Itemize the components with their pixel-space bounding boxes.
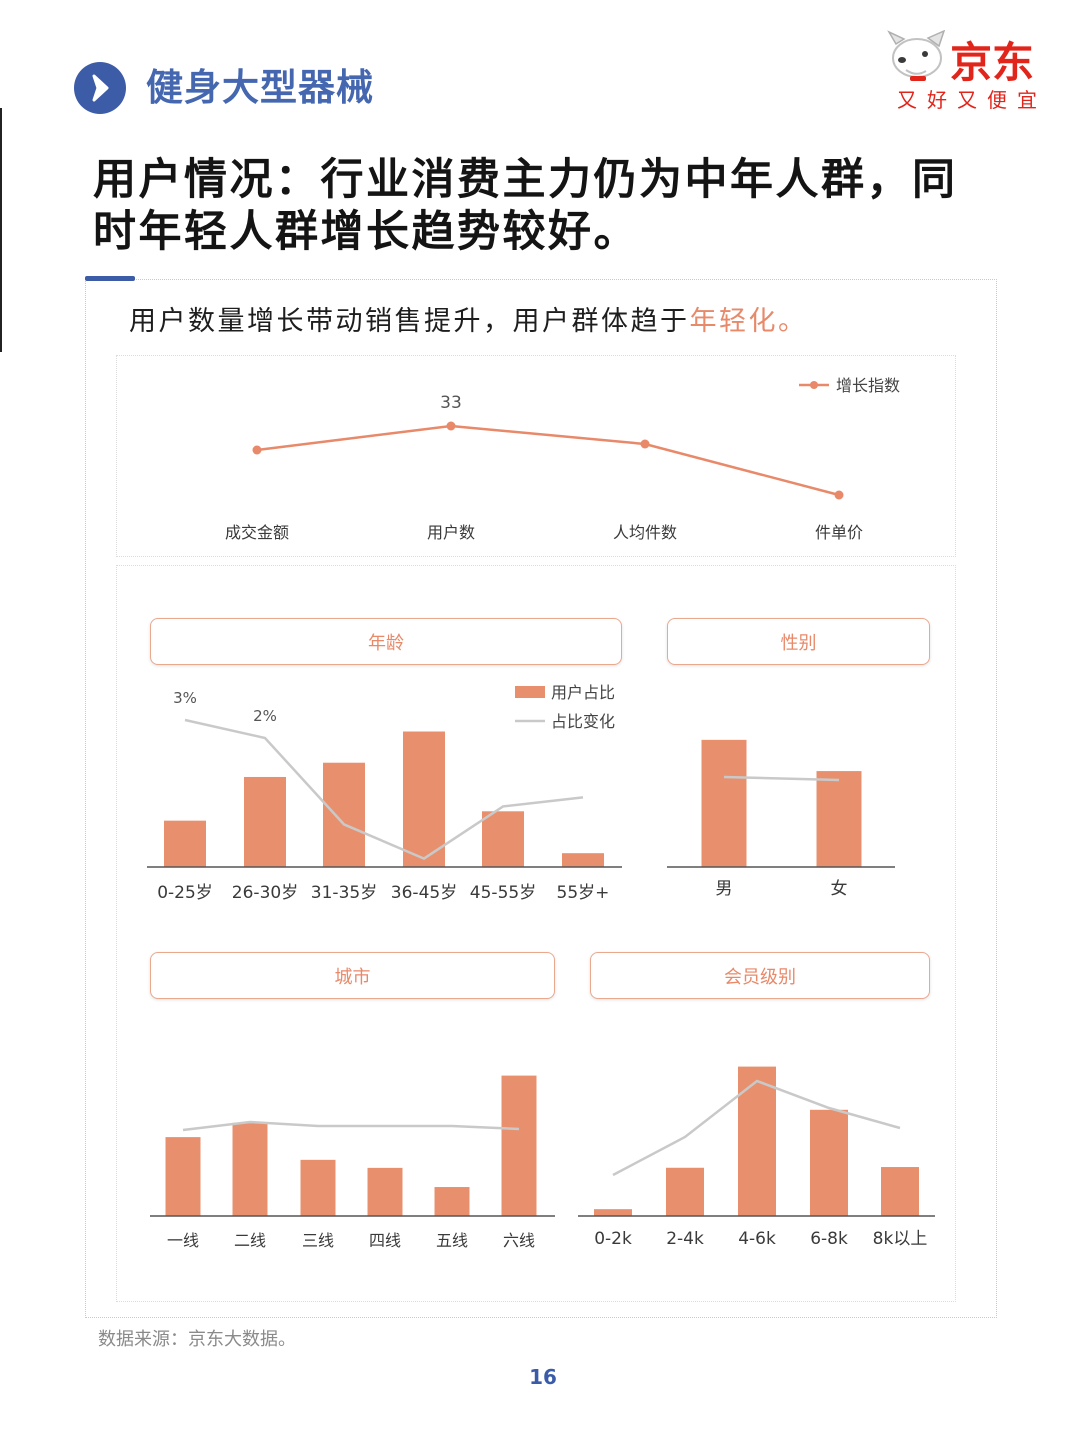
legend-label: 用户占比 [551,683,615,702]
gender-category-label: 女 [831,879,848,899]
city-category-label: 四线 [369,1231,401,1250]
city-change-line [182,1120,520,1132]
city-chart-title: 城市 [150,952,555,999]
city-chart: 一线 二线 三线 四线 五线 六线 [150,1075,555,1250]
member-category-label: 6-8k [810,1229,848,1249]
growth-index-chart: 成交金额 33 用户数 人均件数 件单价 增长指数 [225,376,900,542]
age-share-bar [482,811,524,867]
member-share-bar [810,1109,848,1216]
page-number: 16 [529,1365,557,1389]
age-category-label: 36-45岁 [391,883,457,903]
city-category-label: 二线 [234,1231,266,1250]
city-category-label: 五线 [436,1231,468,1250]
city-category-label: 一线 [167,1231,199,1250]
growth-index-value-label: 33 [440,393,462,413]
age-chart-title: 年龄 [150,618,622,665]
growth-category-label: 件单价 [815,523,863,542]
city-share-bar [434,1187,470,1216]
city-category-label: 三线 [302,1231,334,1250]
growth-index-point [834,490,844,500]
legend-point-swatch [810,381,818,389]
subtitle-text: 用户数量增长带动销售提升，用户群体趋于 [129,306,690,337]
member-level-chart-title: 会员级别 [590,952,930,999]
age-chart: 3% 2% 0-25岁 26-30岁 31-35岁 36-45岁 45-55岁 55岁+ 用户占… [147,683,622,903]
member-share-bar [881,1167,919,1216]
headline-line-2: 时年轻人群增长趋势较好。 [93,207,639,257]
member-category-label: 8k以上 [873,1229,928,1249]
gender-chart: 男女 [667,739,895,899]
gender-chart-title: 性别 [667,618,930,665]
member-change-line [612,1079,901,1177]
city-share-bar [300,1159,336,1216]
age-category-label: 0-25岁 [157,883,213,903]
gender-change-line [723,775,840,782]
data-source-note: 数据来源：京东大数据。 [98,1329,296,1350]
age-change-label: 3% [173,689,197,707]
age-category-label: 45-55岁 [470,883,536,903]
legend-label: 增长指数 [836,376,900,395]
member-share-bar [738,1066,776,1216]
gender-category-label: 男 [716,879,733,899]
brand-slogan: 又好又便宜 [897,88,1047,112]
member-share-bar [594,1209,632,1216]
section-title: 健身大型器械 [146,66,374,109]
growth-category-label: 用户数 [427,523,475,542]
age-share-bar [244,776,286,867]
age-category-label: 31-35岁 [311,883,377,903]
jd-mascot-icon [884,29,950,86]
gender-share-bar [816,771,862,867]
age-change-label: 2% [253,707,277,725]
age-category-label: 26-30岁 [232,883,298,903]
subtitle-highlight: 年轻化。 [689,306,808,337]
city-share-bar [232,1122,268,1216]
member-level-chart: 0-2k 2-4k 4-6k 6-8k 8k以上 [578,1066,935,1249]
legend-bar-swatch [515,686,545,698]
growth-index-point [252,445,262,455]
page-edge-line [0,108,2,352]
member-category-label: 0-2k [594,1229,632,1249]
brand-logo-text: 京东 [950,38,1035,87]
age-share-bar [323,762,365,867]
content-frame [85,279,997,1318]
chart-subtitle: 用户数量增长带动销售提升，用户群体趋于年轻化。 [129,305,808,339]
growth-category-label: 人均件数 [613,523,677,542]
growth-index-point [446,421,456,431]
age-share-bar [164,820,206,867]
member-share-bar [666,1167,704,1216]
gender-share-bar [701,739,747,867]
user-profile-panel [116,565,956,1302]
member-category-label: 4-6k [738,1229,776,1249]
member-category-label: 2-4k [666,1229,704,1249]
city-category-label: 六线 [503,1231,535,1250]
age-share-bar [562,853,604,867]
legend-label: 占比变化 [551,712,615,731]
headline-line-1: 用户情况：行业消费主力仍为中年人群，同 [93,155,958,205]
frame-accent-tab [85,276,135,281]
age-category-label: 55岁+ [557,883,610,903]
chevron-right-icon [74,62,126,114]
age-change-line [184,718,584,861]
growth-category-label: 成交金额 [225,523,289,542]
age-share-bar [403,731,445,867]
growth-chart-panel [116,355,956,557]
growth-index-point [640,439,650,449]
city-share-bar [367,1167,403,1216]
city-share-bar [501,1075,537,1216]
growth-index-line [256,424,840,497]
city-share-bar [165,1137,201,1216]
